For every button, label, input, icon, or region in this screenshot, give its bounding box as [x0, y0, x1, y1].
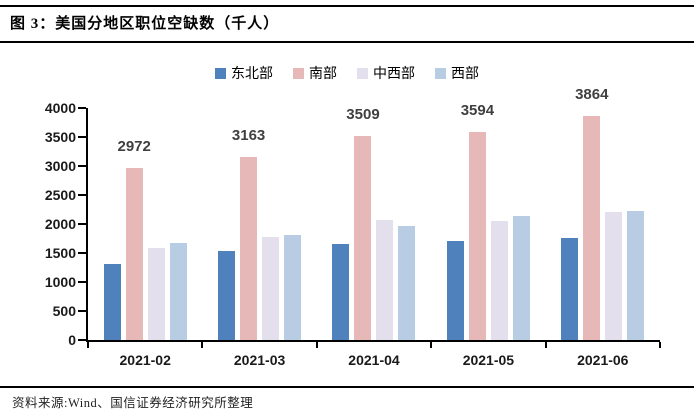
y-axis-tick-label: 3500	[44, 129, 76, 145]
bar-group-2021-02: 2972	[88, 108, 202, 340]
x-axis-tick	[201, 342, 204, 348]
y-axis-tick	[78, 136, 86, 138]
x-axis-category-label: 2021-03	[233, 352, 286, 368]
legend-swatch-icon	[215, 67, 226, 79]
bar-value-label: 3594	[460, 101, 495, 119]
x-axis-category-label: 2021-04	[348, 352, 400, 368]
legend-label: 东北部	[231, 67, 273, 82]
bar-南部-2021-05: 3594	[461, 102, 494, 340]
y-axis-tick	[78, 194, 86, 196]
plot-area: 0 500 1000 1500 2000 2500 3000 3500 4000 2972 2021…	[45, 86, 661, 368]
bar-中西部-2021-03	[262, 236, 280, 340]
bar-value-label: 3864	[575, 85, 609, 103]
bar-group-2021-03: 3163	[202, 108, 316, 340]
bar-value-label: 3509	[346, 106, 380, 124]
y-axis-tick	[78, 310, 86, 312]
x-axis-line	[86, 340, 660, 342]
bar-value-label: 3163	[231, 126, 266, 144]
x-axis-tick	[659, 342, 661, 348]
bar-南部-2021-04: 3509	[346, 106, 380, 340]
legend-swatch-icon	[357, 67, 368, 79]
y-axis-tick	[78, 223, 86, 225]
x-axis-category-label: 2021-06	[577, 352, 629, 368]
legend-label: 西部	[451, 67, 479, 82]
bar-南部-2021-03: 3163	[232, 127, 265, 340]
legend-swatch-icon	[293, 67, 304, 79]
legend-label: 南部	[309, 67, 337, 82]
bar-group-2021-04: 3509	[317, 106, 431, 340]
bar-西部-2021-02	[169, 243, 187, 340]
bar-中西部-2021-05	[490, 220, 508, 340]
x-axis-tick	[87, 342, 89, 348]
bar-东北部-2021-05	[446, 241, 464, 340]
legend-item-3: 西部	[435, 63, 479, 83]
bar-value-label: 2972	[117, 137, 151, 155]
legend-swatch-icon	[435, 67, 446, 79]
y-axis-tick	[78, 339, 86, 341]
bar-group-2021-06: 3864	[546, 86, 660, 340]
legend-item-1: 南部	[293, 63, 337, 83]
y-axis-tick	[78, 107, 86, 109]
y-axis-tick-label: 4000	[44, 100, 76, 116]
y-axis-tick	[78, 281, 86, 283]
y-axis-tick	[78, 165, 86, 167]
bar-东北部-2021-02	[103, 264, 121, 340]
source-note: 资料来源:Wind、国信证券经济研究所整理	[12, 396, 254, 410]
bar-东北部-2021-06	[561, 237, 579, 340]
bar-中西部-2021-04	[376, 219, 394, 340]
bar-南部-2021-02: 2972	[118, 138, 151, 340]
bar-西部-2021-03	[284, 235, 302, 340]
legend-item-2: 中西部	[357, 63, 415, 83]
top-border-rule	[0, 5, 694, 7]
x-axis-tick	[544, 342, 547, 348]
title-divider-rule	[0, 41, 694, 43]
chart-title: 图 3：美国分地区职位空缺数（千人）	[10, 16, 280, 32]
bar-南部-2021-06: 3864	[575, 86, 608, 340]
y-axis-tick-label: 2500	[44, 187, 76, 203]
y-axis-tick-label: 2000	[44, 216, 76, 232]
y-axis-tick-label: 1500	[44, 245, 76, 261]
x-axis-tick	[430, 342, 433, 348]
y-axis-tick-label: 500	[52, 303, 76, 319]
footer-divider-rule	[0, 386, 694, 388]
y-axis-tick-label: 3000	[44, 158, 76, 174]
x-axis-tick	[315, 342, 318, 348]
x-axis-category-label: 2021-02	[119, 352, 171, 368]
y-axis-tick-label: 1000	[44, 274, 76, 290]
bar-西部-2021-04	[398, 226, 416, 340]
legend-label: 中西部	[373, 67, 415, 82]
bar-西部-2021-06	[627, 210, 645, 340]
bar-东北部-2021-04	[332, 244, 350, 340]
y-axis-tick-label: 0	[68, 332, 76, 348]
legend-item-0: 东北部	[215, 63, 273, 83]
legend: 东北部 南部 中西部 西部	[0, 63, 694, 83]
bar-东北部-2021-03	[218, 250, 236, 340]
bar-西部-2021-05	[512, 216, 530, 340]
bar-中西部-2021-06	[605, 212, 623, 340]
bar-group-2021-05: 3594	[431, 102, 545, 340]
y-axis-tick	[78, 252, 86, 254]
x-axis-category-label: 2021-05	[462, 352, 515, 368]
bar-中西部-2021-02	[147, 247, 165, 340]
y-axis-line	[86, 108, 88, 342]
